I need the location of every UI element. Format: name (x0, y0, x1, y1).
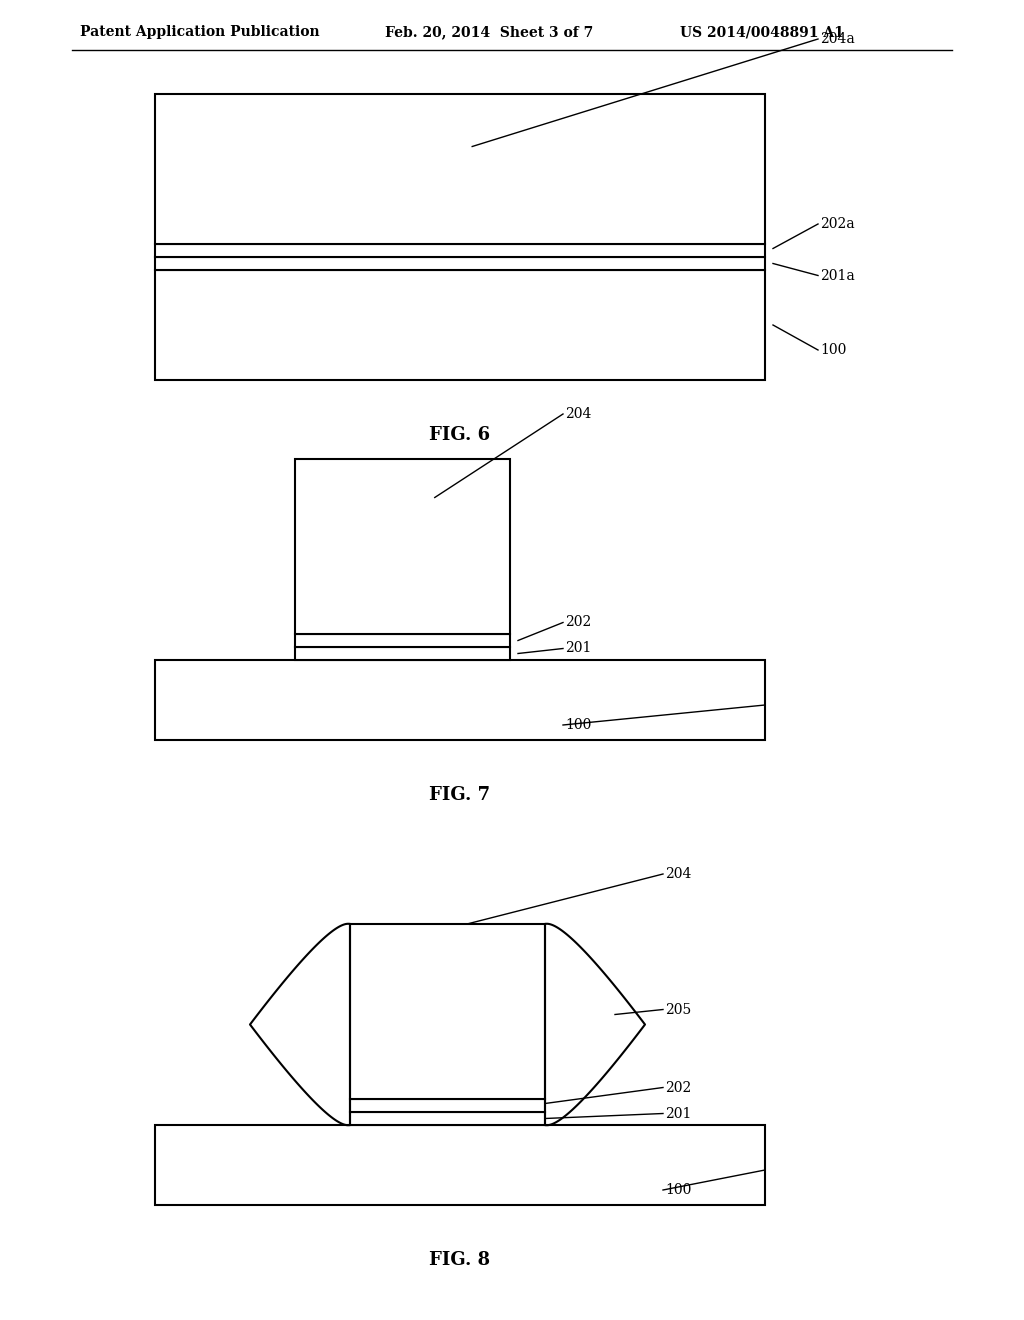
Text: FIG. 8: FIG. 8 (429, 1251, 490, 1269)
Bar (155, 1125, 765, 1205)
Bar (295, 634, 510, 647)
Bar (155, 660, 765, 741)
Text: Patent Application Publication: Patent Application Publication (80, 25, 319, 40)
Text: 204a: 204a (820, 32, 855, 46)
Bar (350, 1111, 545, 1125)
Bar (155, 257, 765, 271)
Text: 202: 202 (665, 1081, 691, 1094)
Bar (295, 647, 510, 660)
Bar (295, 459, 510, 634)
Text: 204: 204 (665, 867, 691, 880)
Text: 202a: 202a (820, 216, 855, 231)
Text: Feb. 20, 2014  Sheet 3 of 7: Feb. 20, 2014 Sheet 3 of 7 (385, 25, 593, 40)
Text: 100: 100 (820, 343, 847, 356)
Text: FIG. 6: FIG. 6 (429, 426, 490, 444)
Bar (155, 94, 765, 244)
Bar (350, 924, 545, 1100)
Bar (350, 1100, 545, 1111)
Text: US 2014/0048891 A1: US 2014/0048891 A1 (680, 25, 844, 40)
Bar (155, 271, 765, 380)
Text: 204: 204 (565, 407, 592, 421)
Text: 201a: 201a (820, 268, 855, 282)
Text: 201: 201 (565, 642, 592, 656)
Bar (155, 244, 765, 257)
Text: FIG. 7: FIG. 7 (429, 785, 490, 804)
Text: 201: 201 (665, 1106, 691, 1121)
Text: 205: 205 (665, 1002, 691, 1016)
Text: 100: 100 (665, 1183, 691, 1197)
Text: 202: 202 (565, 615, 591, 630)
Text: 100: 100 (565, 718, 592, 733)
